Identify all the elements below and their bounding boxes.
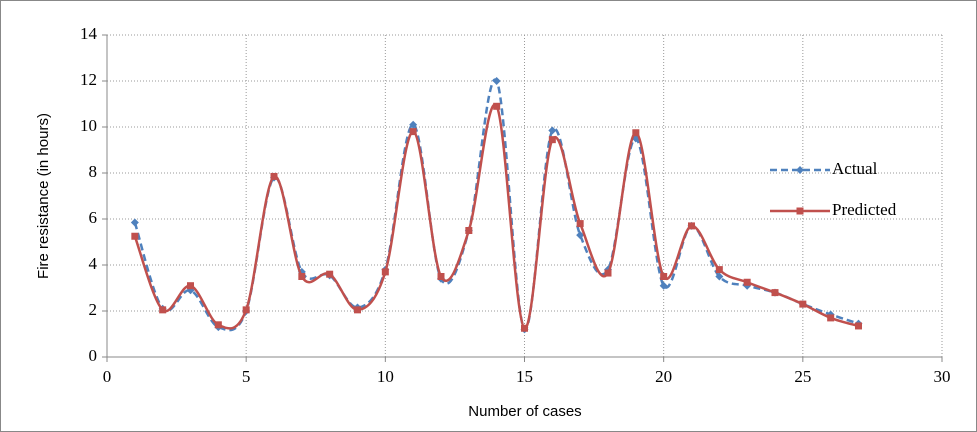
y-tick-label: 4 <box>89 254 98 273</box>
marker <box>827 314 835 322</box>
marker <box>771 289 779 297</box>
y-tick-label: 10 <box>80 116 97 135</box>
marker <box>159 306 167 314</box>
marker <box>493 102 501 110</box>
marker <box>604 269 612 277</box>
y-tick-label: 8 <box>89 162 98 181</box>
marker <box>548 126 557 135</box>
marker <box>354 306 361 314</box>
marker <box>214 321 222 329</box>
y-tick-label: 0 <box>89 346 98 365</box>
y-tick-label: 2 <box>89 300 98 319</box>
x-tick-label: 5 <box>242 367 251 386</box>
x-tick-label: 30 <box>934 367 951 386</box>
x-tick-label: 15 <box>516 367 533 386</box>
marker <box>743 278 751 286</box>
y-axis-title: Fire resistance (in hours) <box>35 113 52 279</box>
marker <box>465 227 473 234</box>
marker <box>660 273 668 280</box>
marker <box>659 281 668 290</box>
marker <box>131 232 139 240</box>
marker <box>187 282 194 290</box>
marker <box>409 128 417 136</box>
marker <box>492 77 501 85</box>
legend-marker <box>796 207 804 215</box>
marker <box>715 272 724 281</box>
marker <box>799 300 807 308</box>
marker <box>130 218 139 227</box>
x-axis-title: Number of cases <box>468 403 581 420</box>
marker <box>548 136 556 144</box>
marker <box>576 231 585 240</box>
legend-marker <box>796 166 804 174</box>
x-tick-label: 0 <box>103 367 112 386</box>
y-tick-label: 12 <box>80 70 97 89</box>
y-tick-label: 14 <box>80 24 98 43</box>
marker <box>715 266 723 274</box>
x-tick-label: 10 <box>377 367 394 386</box>
marker <box>521 324 528 332</box>
legend-label: Predicted <box>832 200 897 219</box>
marker <box>326 270 334 278</box>
legend-label: Actual <box>832 159 878 178</box>
marker <box>632 129 640 137</box>
marker <box>242 306 250 314</box>
x-tick-label: 20 <box>655 367 672 386</box>
marker <box>437 273 445 280</box>
marker <box>688 222 695 230</box>
marker <box>270 172 278 180</box>
marker <box>855 322 862 330</box>
marker <box>409 120 418 129</box>
marker <box>576 220 584 228</box>
marker <box>298 273 306 280</box>
marker <box>381 268 389 276</box>
y-tick-label: 6 <box>89 208 98 227</box>
x-tick-label: 25 <box>794 367 811 386</box>
